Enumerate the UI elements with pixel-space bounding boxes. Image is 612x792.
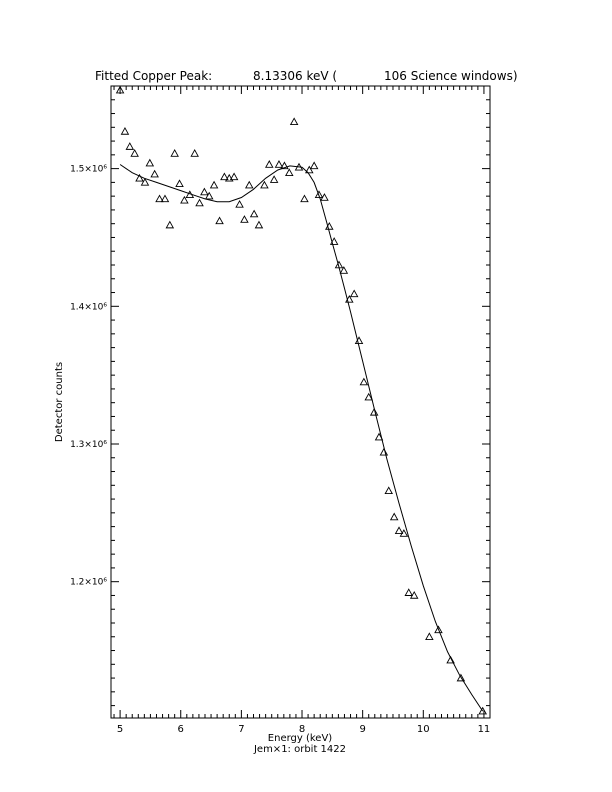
data-point — [364, 392, 373, 401]
x-axis-label: Energy (keV) — [268, 733, 333, 744]
data-point — [394, 526, 404, 534]
chart-title-value: 8.13306 keV ( — [253, 69, 337, 83]
data-point — [130, 149, 139, 157]
x-tick-label: 5 — [117, 724, 123, 735]
data-point — [244, 180, 254, 189]
data-point — [265, 160, 274, 168]
data-point — [254, 220, 264, 229]
data-point — [409, 591, 419, 599]
data-point — [224, 173, 234, 182]
y-tick-label: 1.4×10⁶ — [70, 302, 107, 312]
data-point — [334, 260, 344, 269]
data-point — [289, 117, 299, 126]
data-point — [185, 190, 195, 199]
data-point — [434, 625, 443, 634]
data-point — [204, 191, 214, 200]
data-points — [115, 85, 487, 715]
fit-curve — [119, 164, 484, 712]
x-tick-label: 7 — [238, 724, 244, 735]
data-point — [249, 209, 259, 218]
data-point — [384, 486, 393, 495]
data-point — [425, 632, 434, 641]
data-point — [329, 237, 339, 245]
data-point — [374, 432, 384, 441]
data-point — [190, 149, 199, 157]
data-point — [229, 172, 239, 181]
y-tick-labels: 1.2×10⁶ 1.3×10⁶ 1.4×10⁶ 1.5×10⁶ — [70, 165, 107, 588]
data-point — [399, 529, 409, 537]
data-point — [269, 175, 279, 183]
data-point — [240, 215, 249, 223]
y-tick-label: 1.3×10⁶ — [70, 440, 107, 450]
y-tick-label: 1.2×10⁶ — [70, 578, 107, 588]
data-point — [294, 162, 304, 171]
data-point — [215, 216, 224, 225]
data-point — [446, 655, 455, 664]
data-point — [314, 190, 324, 199]
data-point — [155, 194, 164, 203]
data-point — [478, 706, 487, 715]
data-point — [209, 180, 219, 189]
data-point — [274, 160, 284, 168]
data-point — [180, 195, 189, 204]
data-point — [389, 512, 399, 521]
data-point — [175, 179, 184, 188]
data-point — [195, 198, 204, 207]
y-axis-label: Detector counts — [54, 362, 65, 442]
x-tick-label: 6 — [178, 724, 184, 735]
data-point — [200, 187, 209, 196]
data-point — [354, 336, 364, 344]
x-tick-label: 10 — [417, 724, 430, 735]
y-tick-label: 1.5×10⁶ — [70, 165, 107, 175]
chart-title-left: Fitted Copper Peak: — [95, 69, 212, 83]
data-point — [125, 142, 135, 150]
data-point — [349, 289, 359, 298]
data-point — [339, 266, 349, 274]
data-point — [150, 169, 159, 178]
data-point — [260, 180, 269, 189]
data-point — [325, 222, 334, 230]
data-point — [145, 158, 155, 167]
data-point — [300, 194, 309, 203]
data-point — [320, 193, 329, 201]
x-axis-sublabel: Jem×1: orbit 1422 — [253, 744, 346, 755]
data-point — [456, 673, 466, 682]
data-point — [359, 377, 369, 386]
data-point — [305, 165, 314, 174]
x-tick-label: 8 — [299, 724, 305, 735]
plot-frame — [110, 85, 491, 719]
data-point — [120, 127, 130, 135]
data-point — [369, 407, 379, 416]
data-point — [135, 173, 144, 182]
data-point — [345, 294, 354, 303]
data-point — [165, 220, 175, 229]
x-tick-label: 11 — [478, 724, 491, 735]
data-point — [404, 588, 414, 596]
data-point — [115, 85, 125, 94]
x-tick-labels: 5 6 7 8 9 10 11 — [117, 724, 490, 735]
data-point — [235, 199, 244, 208]
x-tick-label: 9 — [359, 724, 365, 735]
data-point — [379, 447, 389, 456]
data-point — [280, 161, 289, 170]
data-point — [309, 161, 319, 170]
data-point — [220, 172, 229, 181]
axis-ticks — [111, 86, 490, 718]
data-point — [140, 177, 150, 186]
data-point — [285, 168, 294, 176]
chart-title-right: 106 Science windows) — [384, 69, 518, 83]
data-point — [160, 194, 170, 203]
data-point — [170, 149, 179, 157]
